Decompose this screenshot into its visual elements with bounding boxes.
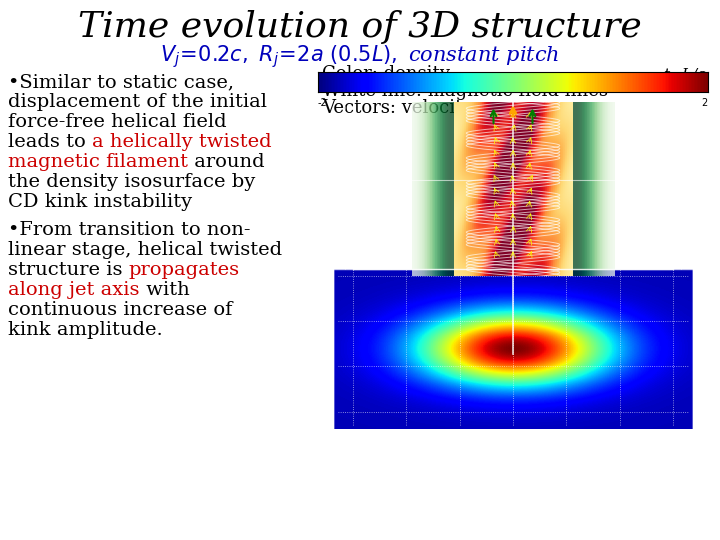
Text: linear stage, helical twisted: linear stage, helical twisted: [8, 241, 282, 259]
Text: t=L/c: t=L/c: [663, 68, 706, 82]
Text: Vectors: velocity: Vectors: velocity: [322, 99, 472, 117]
Text: along jet axis: along jet axis: [8, 281, 140, 299]
Text: structure is: structure is: [8, 261, 129, 279]
Text: White line: magnetic field lines: White line: magnetic field lines: [322, 82, 608, 100]
Text: Color: density: Color: density: [322, 65, 450, 83]
Text: Time evolution of 3D structure: Time evolution of 3D structure: [78, 10, 642, 44]
Text: -2: -2: [318, 98, 328, 108]
Text: kink amplitude.: kink amplitude.: [8, 321, 163, 339]
Text: the density isosurface by: the density isosurface by: [8, 173, 256, 191]
Text: t=0: t=0: [675, 104, 690, 112]
Text: continuous increase of: continuous increase of: [8, 301, 233, 319]
Text: magnetic filament: magnetic filament: [8, 153, 188, 171]
Text: with: with: [140, 281, 189, 299]
Text: 2: 2: [702, 98, 708, 108]
Text: •Similar to static case,: •Similar to static case,: [8, 73, 234, 91]
Text: leads to: leads to: [8, 133, 92, 151]
Text: $V_j\!=\!0.2c,\ R_j\!=\!2a\ (0.5L),$ constant pitch: $V_j\!=\!0.2c,\ R_j\!=\!2a\ (0.5L),$ con…: [161, 43, 559, 70]
Text: force-free helical field: force-free helical field: [8, 113, 227, 131]
Text: a helically twisted: a helically twisted: [92, 133, 271, 151]
Text: CD kink instability: CD kink instability: [8, 193, 192, 211]
Text: •From transition to non-: •From transition to non-: [8, 221, 251, 239]
Text: displacement of the initial: displacement of the initial: [8, 93, 267, 111]
Text: propagates: propagates: [129, 261, 240, 279]
Text: around: around: [188, 153, 265, 171]
